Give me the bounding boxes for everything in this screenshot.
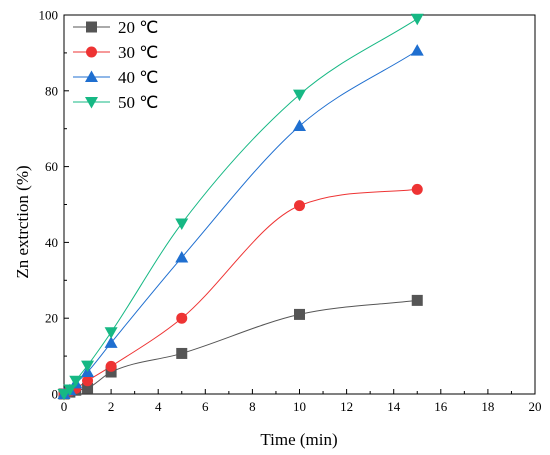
x-tick-label: 14	[387, 399, 401, 414]
series-4-curve	[63, 18, 418, 395]
series-1-point	[82, 382, 94, 394]
x-tick-label: 18	[481, 399, 494, 414]
series-3-point	[175, 251, 189, 263]
series-2-curve	[63, 188, 418, 395]
series-4-point	[57, 389, 71, 401]
series-2-point	[82, 375, 94, 387]
series-1-point	[105, 366, 117, 378]
axes: 0 2 4 6 8 10 12 14 16 18 20 0 20 40 60 80 100	[39, 8, 542, 415]
series-2-point	[105, 360, 117, 372]
series-1-point	[294, 308, 305, 320]
x-tick-label: 16	[434, 399, 448, 414]
x-tick-label: 6	[202, 399, 209, 414]
series-2-legend-label: 30 ℃	[118, 43, 158, 62]
y-tick-label: 60	[45, 159, 58, 174]
series-4-point	[293, 89, 306, 102]
series-3-point	[293, 119, 306, 132]
x-tick-label: 10	[293, 399, 306, 414]
series-2-point	[411, 183, 423, 195]
series-3-point	[410, 44, 424, 56]
series-4-point	[410, 13, 424, 26]
y-tick-label: 80	[45, 83, 58, 98]
series-2-point	[176, 312, 188, 324]
x-tick-label: 20	[529, 399, 542, 414]
x-tick-label: 2	[108, 399, 115, 414]
fit-curves	[63, 18, 418, 395]
series-1-legend-label: 20 ℃	[118, 18, 158, 37]
y-tick-label: 100	[39, 8, 59, 23]
series-4-legend-label: 50 ℃	[118, 93, 158, 112]
x-tick-label: 4	[155, 399, 162, 414]
series-1-legend-marker	[86, 21, 97, 33]
x-tick-label: 8	[249, 399, 256, 414]
series-3-legend-marker	[85, 70, 98, 82]
series-3-point	[104, 336, 118, 348]
x-tick-label: 0	[61, 399, 68, 414]
x-tick-label: 12	[340, 399, 353, 414]
series-2-point	[294, 200, 305, 212]
series-4-point	[69, 375, 83, 388]
series-3-legend-label: 40 ℃	[118, 68, 158, 87]
series-4-legend-marker	[85, 97, 98, 109]
series-1-point	[411, 294, 423, 306]
y-tick-label: 20	[45, 311, 58, 326]
data-markers	[57, 13, 424, 401]
x-axis-title: Time (min)	[260, 430, 337, 449]
legend: 20 ℃ 30 ℃ 40 ℃ 50 ℃	[73, 18, 158, 112]
series-4-point	[104, 327, 118, 339]
y-axis-title: Zn extrction (%)	[13, 165, 32, 278]
series-4-point	[81, 360, 95, 373]
series-4-point	[63, 384, 77, 396]
y-tick-label: 0	[52, 387, 59, 402]
series-1-point	[176, 347, 188, 359]
y-tick-label: 40	[45, 235, 58, 250]
series-4-point	[175, 218, 189, 230]
series-2-legend-marker	[86, 46, 97, 58]
series-3-curve	[63, 50, 418, 395]
